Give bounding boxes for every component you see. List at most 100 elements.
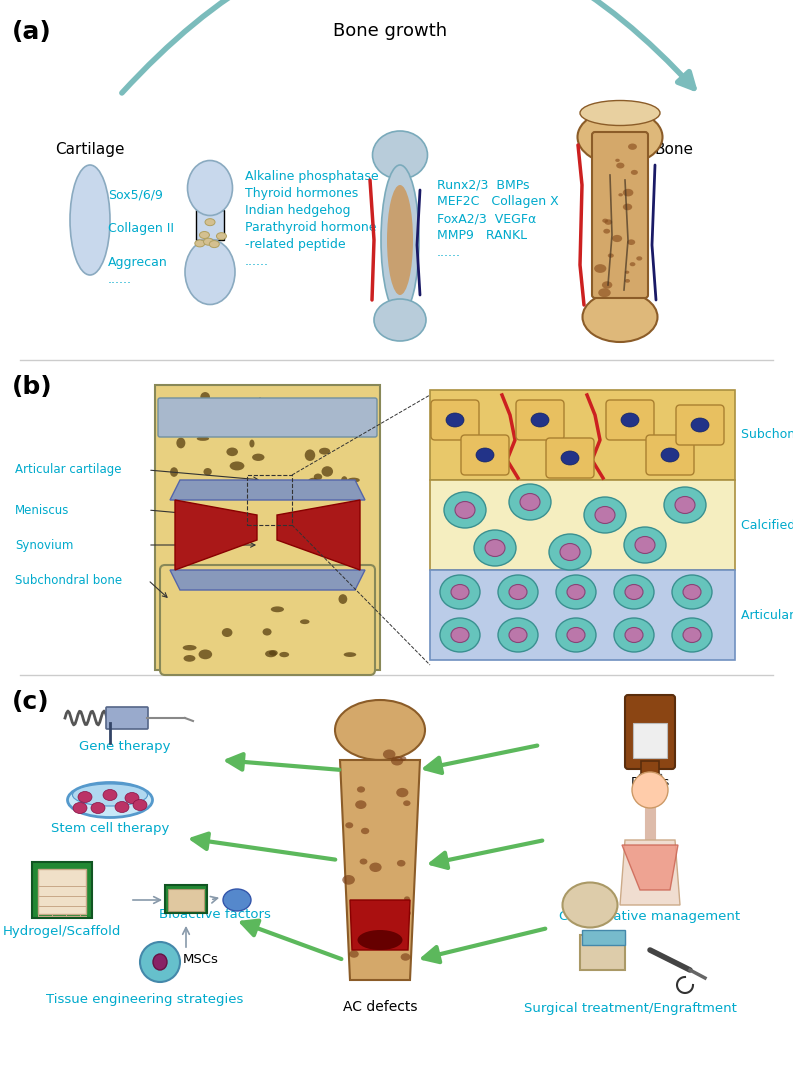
Text: Tissue engineering strategies: Tissue engineering strategies [46, 993, 243, 1006]
Ellipse shape [691, 417, 709, 431]
Ellipse shape [616, 162, 624, 169]
Polygon shape [350, 900, 410, 950]
Text: (c): (c) [12, 690, 50, 714]
Ellipse shape [661, 448, 679, 462]
Ellipse shape [225, 413, 239, 420]
Ellipse shape [178, 419, 190, 429]
FancyBboxPatch shape [646, 435, 694, 475]
Ellipse shape [347, 478, 360, 482]
Circle shape [632, 771, 668, 808]
Text: Conservative management: Conservative management [559, 910, 741, 923]
Ellipse shape [602, 218, 608, 223]
Text: (b): (b) [12, 376, 52, 399]
Ellipse shape [621, 413, 639, 427]
Ellipse shape [252, 454, 265, 461]
Ellipse shape [382, 916, 393, 924]
Text: Runx2/3  BMPs
MEF2C   Collagen X
FoxA2/3  VEGFα
MMP9   RANKL
......: Runx2/3 BMPs MEF2C Collagen X FoxA2/3 VE… [437, 178, 559, 259]
Ellipse shape [373, 131, 427, 179]
Bar [639, 774, 661, 785]
FancyBboxPatch shape [160, 565, 375, 675]
Ellipse shape [91, 803, 105, 813]
Ellipse shape [179, 428, 186, 435]
Ellipse shape [305, 450, 316, 461]
Ellipse shape [358, 424, 366, 434]
Text: AC defects: AC defects [343, 1000, 417, 1014]
Text: Subchondral bone: Subchondral bone [741, 428, 793, 441]
Ellipse shape [625, 279, 630, 283]
Ellipse shape [359, 859, 367, 864]
Polygon shape [340, 760, 420, 980]
Ellipse shape [603, 229, 610, 233]
Ellipse shape [355, 801, 366, 809]
Ellipse shape [265, 650, 277, 657]
Polygon shape [620, 840, 680, 905]
Bar [430, 480, 735, 570]
Circle shape [140, 942, 180, 982]
Ellipse shape [520, 494, 540, 510]
Ellipse shape [614, 575, 654, 609]
Text: Bone growth: Bone growth [333, 22, 447, 40]
Ellipse shape [615, 158, 620, 162]
Ellipse shape [404, 896, 410, 901]
Ellipse shape [560, 543, 580, 561]
Ellipse shape [290, 580, 297, 589]
Ellipse shape [209, 241, 220, 247]
Text: Meniscus: Meniscus [15, 504, 69, 516]
Text: Synovium: Synovium [15, 538, 74, 552]
Text: Subchondral bone: Subchondral bone [15, 574, 122, 586]
Ellipse shape [195, 240, 205, 246]
Bar [641, 761, 659, 776]
Ellipse shape [249, 440, 255, 448]
Text: Stem cell therapy: Stem cell therapy [51, 822, 169, 835]
Ellipse shape [201, 392, 210, 401]
Ellipse shape [476, 448, 494, 462]
Ellipse shape [343, 875, 355, 884]
Ellipse shape [370, 863, 381, 872]
Ellipse shape [170, 467, 178, 477]
Ellipse shape [623, 203, 632, 210]
Ellipse shape [186, 399, 197, 408]
Ellipse shape [672, 618, 712, 652]
Ellipse shape [319, 448, 330, 455]
Ellipse shape [635, 537, 655, 553]
Ellipse shape [567, 627, 585, 642]
FancyBboxPatch shape [106, 707, 148, 730]
Ellipse shape [672, 575, 712, 609]
Ellipse shape [625, 627, 643, 642]
Ellipse shape [251, 401, 259, 407]
Polygon shape [170, 570, 365, 590]
Ellipse shape [204, 468, 212, 476]
Text: Alkaline phosphatase
Thyroid hormones
Indian hedgehog
Parathyroid hormone
-relat: Alkaline phosphatase Thyroid hormones In… [245, 170, 378, 268]
Ellipse shape [185, 240, 235, 305]
Ellipse shape [598, 288, 611, 297]
Ellipse shape [509, 627, 527, 642]
Text: Bioactive factors: Bioactive factors [159, 908, 271, 921]
Ellipse shape [625, 584, 643, 599]
Polygon shape [170, 480, 365, 500]
Bar [168, 889, 204, 911]
Ellipse shape [455, 501, 475, 519]
Ellipse shape [630, 263, 635, 266]
FancyBboxPatch shape [158, 398, 377, 437]
Ellipse shape [391, 756, 403, 765]
Polygon shape [277, 500, 360, 570]
Ellipse shape [627, 239, 635, 245]
Ellipse shape [187, 160, 232, 215]
Ellipse shape [339, 594, 347, 604]
Ellipse shape [614, 618, 654, 652]
Text: MSCs: MSCs [183, 953, 219, 966]
Ellipse shape [205, 218, 215, 226]
Ellipse shape [549, 534, 591, 570]
Ellipse shape [197, 437, 209, 441]
Ellipse shape [115, 802, 129, 812]
Ellipse shape [577, 110, 662, 165]
Ellipse shape [683, 584, 701, 599]
Ellipse shape [262, 628, 271, 636]
Ellipse shape [300, 620, 309, 624]
Ellipse shape [279, 652, 289, 657]
Ellipse shape [204, 238, 213, 245]
Bar [165, 884, 207, 914]
Ellipse shape [624, 527, 666, 563]
Ellipse shape [103, 790, 117, 801]
Polygon shape [582, 930, 625, 945]
